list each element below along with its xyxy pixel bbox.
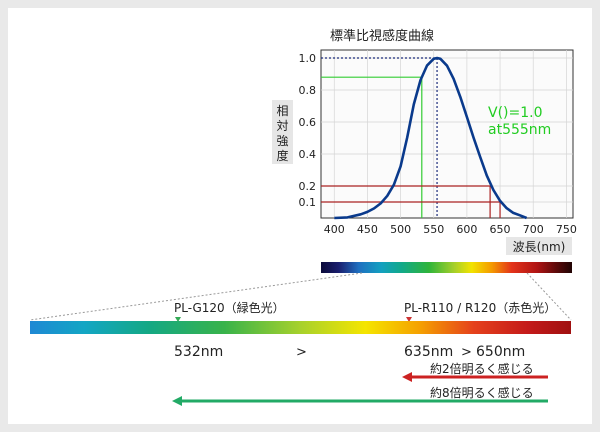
y-axis-label-char: 度 [276, 148, 288, 163]
y-axis-label-char: 強 [276, 134, 288, 148]
annotation-line-1: V()=1.0 [488, 105, 543, 121]
zoom-line-right [526, 272, 572, 321]
product-label-green: PL-G120（緑色光） [174, 300, 285, 315]
x-tick-label: 450 [357, 223, 378, 236]
x-axis-label: 波長(nm) [513, 240, 566, 254]
y-axis-label-box [272, 100, 293, 164]
wavelength-650: 650nm [476, 344, 525, 360]
y-axis-label-char: 対 [276, 119, 288, 133]
x-tick-label: 400 [324, 223, 345, 236]
red-marker [406, 317, 412, 322]
wavelength-635: 635nm [404, 344, 453, 360]
y-tick-label: 1.0 [299, 52, 317, 65]
separator-2: > [461, 345, 472, 360]
y-tick-label: 0.8 [299, 84, 317, 97]
green-marker [175, 317, 181, 322]
y-axis-label-char: 相 [276, 104, 288, 118]
x-tick-label: 650 [490, 223, 511, 236]
luminosity-curve [334, 56, 528, 220]
y-tick-label: 0.1 [299, 196, 317, 209]
spectrum-bar-top [321, 262, 572, 273]
x-tick-label: 600 [456, 223, 477, 236]
x-tick-label: 550 [423, 223, 444, 236]
x-tick-label: 700 [523, 223, 544, 236]
x-tick-label: 500 [390, 223, 411, 236]
annotation-line-2: at555nm [488, 122, 551, 138]
product-label-red: PL-R110 / R120（赤色光） [404, 301, 556, 315]
red-brightness-arrow [402, 372, 548, 382]
x-tick-label: 750 [556, 223, 577, 236]
spectrum-bar-zoomed [30, 321, 571, 334]
chart-title: 標準比視感度曲線 [330, 28, 434, 44]
x-axis-label-box [506, 237, 572, 255]
y-tick-label: 0.4 [299, 148, 317, 161]
x-axis-ticks: 400 450 500 550 600 650 700 750 [324, 223, 577, 236]
green-brightness-arrow [172, 396, 548, 406]
y-tick-label: 0.2 [299, 180, 317, 193]
plot-area [320, 49, 574, 219]
wavelength-532: 532nm [174, 344, 223, 360]
y-tick-label: 0.6 [299, 116, 317, 129]
y-axis-ticks: 0.1 0.2 0.4 0.6 0.8 1.0 [299, 52, 317, 209]
separator-1: > [296, 345, 307, 360]
green-brightness-text: 約8倍明るく感じる [430, 385, 534, 400]
red-brightness-text: 約2倍明るく感じる [430, 361, 534, 376]
guide-lines [321, 57, 501, 218]
